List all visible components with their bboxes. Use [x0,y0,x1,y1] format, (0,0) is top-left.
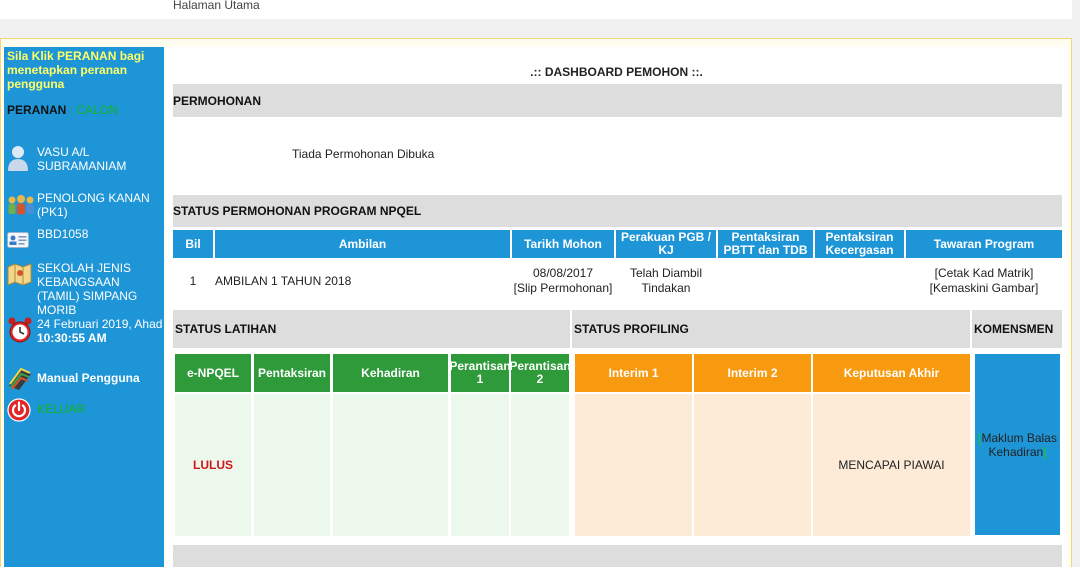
e-npqel-cell: LULUS [175,394,251,536]
alarm-clock-icon [7,317,37,343]
row-tawaran: [Cetak Kad Matrik] [Kemaskini Gambar] [906,259,1062,303]
row-bil: 1 [189,273,197,288]
bottom-section-header [173,545,1062,567]
col-perakuan: Perakuan PGB / KJ [616,230,716,258]
sidebar-position: PENOLONG KANAN (PK1) [7,191,157,219]
status-permohonan-header: STATUS PERMOHONAN PROGRAM NPQEL [173,195,1062,227]
col-perantisan-2: Perantisan 2 [509,354,571,392]
keputusan-akhir-value: MENCAPAI PIAWAI [838,458,945,472]
col-keputusan-akhir: Keputusan Akhir [813,354,970,392]
id-code: BBD1058 [37,227,89,241]
sidebar-user: VASU A/L SUBRAMANIAM [7,145,155,173]
time-text: 10:30:55 AM [37,331,107,345]
col-pentaksiran-pbtt: Pentaksiran PBTT dan TDB [718,230,813,258]
interim-2-cell [694,394,811,536]
role-link[interactable]: PERANAN : CALON [7,103,118,117]
breadcrumb[interactable]: Halaman Utama [173,0,260,12]
row-ambilan: AMBILAN 1 TAHUN 2018 [215,273,352,288]
col-perantisan-1: Perantisan 1 [449,354,511,392]
top-bar: Halaman Utama [0,0,1072,19]
manual-label[interactable]: Manual Pengguna [37,371,140,385]
col-interim-1: Interim 1 [575,354,692,392]
status-profiling-header: STATUS PROFILING [572,310,970,348]
perantisan-1-cell [451,394,509,536]
cetak-kad-matrik-link[interactable]: [Cetak Kad Matrik] [934,266,1034,280]
page-title: .:: DASHBOARD PEMOHON ::. [530,65,703,79]
sidebar-school: SEKOLAH JENIS KEBANGSAAN (TAMIL) SIMPANG… [7,261,163,317]
logout-link[interactable]: KELUAR [7,397,85,423]
logout-label[interactable]: KELUAR [37,402,86,416]
sidebar: Sila Klik PERANAN bagi menetapkan perana… [4,47,164,567]
row-kecergasan [815,259,904,303]
group-icon [7,191,37,217]
kemaskini-gambar-link[interactable]: [Kemaskini Gambar] [929,281,1039,295]
pentaksiran-cell [254,394,330,536]
col-kehadiran: Kehadiran [333,354,448,392]
col-ambilan: Ambilan [215,230,510,258]
role-hint: Sila Klik PERANAN bagi menetapkan perana… [7,49,145,91]
user-icon [7,145,37,171]
permohonan-header: PERMOHONAN [173,84,1062,117]
role-value[interactable]: CALON [76,103,118,117]
dashboard-panel: .:: DASHBOARD PEMOHON ::. PERMOHONAN Tia… [166,47,1067,567]
col-interim-2: Interim 2 [694,354,811,392]
user-name: VASU A/L SUBRAMANIAM [37,145,127,173]
manual-link[interactable]: Manual Pengguna [7,365,140,391]
no-application-message: Tiada Permohonan Dibuka [292,147,435,161]
sidebar-datetime: 24 Februari 2019, Ahad 10:30:55 AM [7,317,163,345]
col-tarikh-mohon: Tarikh Mohon [512,230,614,258]
col-tawaran-program: Tawaran Program [906,230,1062,258]
lulus-status: LULUS [193,458,233,472]
col-pentaksiran: Pentaksiran [254,354,330,392]
status-latihan-header: STATUS LATIHAN [173,310,570,348]
slip-permohonan-link[interactable]: [Slip Permohonan] [513,281,613,295]
perantisan-2-cell [511,394,569,536]
tarikh-mohon-value: 08/08/2017 [532,266,594,280]
col-bil: Bil [173,230,213,258]
role-label: PERANAN [7,103,67,117]
date-text: 24 Februari 2019, Ahad [37,317,163,331]
maklum-balas-kehadiran-link[interactable]: [Maklum Balas Kehadiran] [978,430,1057,459]
book-icon [7,365,37,391]
col-e-npqel: e-NPQEL [175,354,251,392]
role-separator: : [66,103,77,117]
col-pentaksiran-kecergasan: Pentaksiran Kecergasan [815,230,904,258]
interim-1-cell [575,394,692,536]
komensmen-header: KOMENSMEN [972,310,1062,348]
row-pbtt [718,259,813,303]
sidebar-id: BBD1058 [7,227,88,253]
school-name: SEKOLAH JENIS KEBANGSAAN (TAMIL) SIMPANG… [37,261,138,317]
row-perakuan: Telah Diambil Tindakan [629,266,703,295]
kehadiran-cell [333,394,448,536]
komensmen-cell: [Maklum Balas Kehadiran] [975,354,1060,535]
id-card-icon [7,227,37,253]
row-tarikh: 08/08/2017 [Slip Permohonan] [512,259,614,303]
power-icon [7,397,37,423]
map-icon [7,261,37,287]
keputusan-akhir-cell: MENCAPAI PIAWAI [813,394,970,536]
position-text: PENOLONG KANAN (PK1) [37,191,150,219]
